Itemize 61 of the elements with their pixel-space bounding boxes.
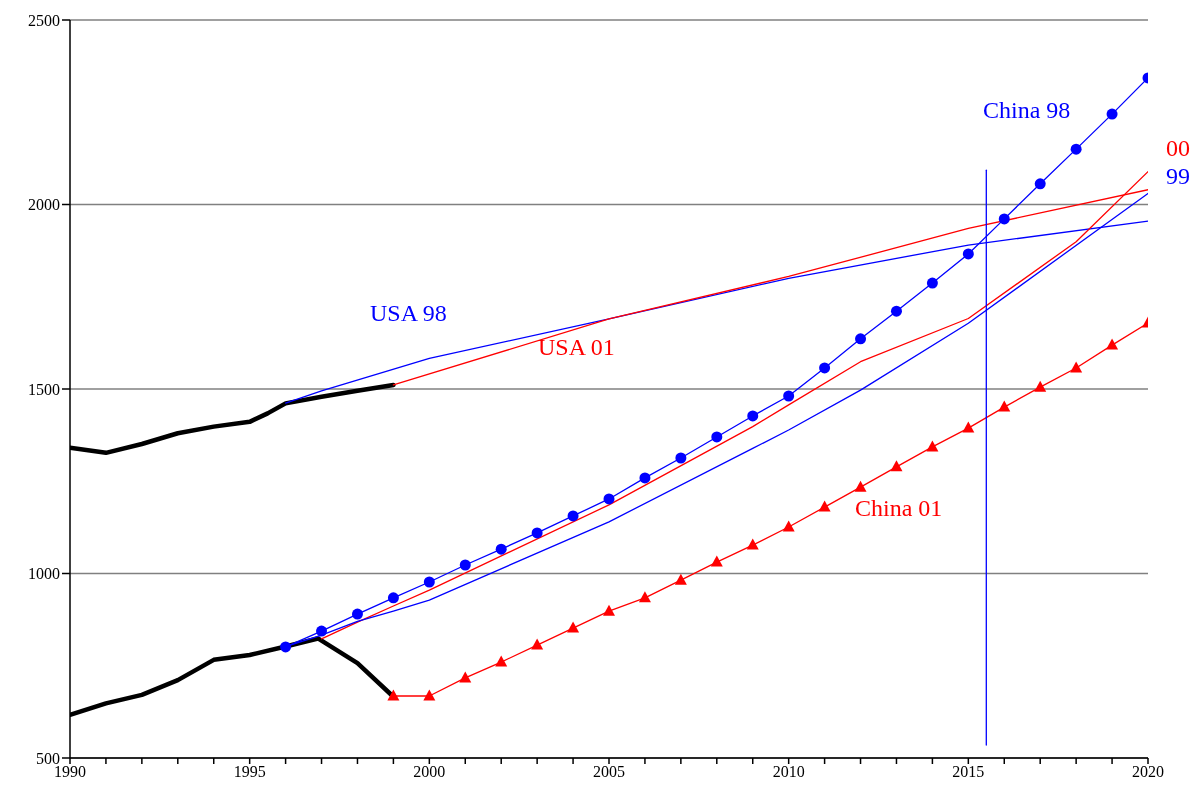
point	[531, 527, 543, 539]
point	[567, 510, 579, 522]
x-tick-label: 2000	[413, 763, 446, 781]
point	[495, 543, 507, 555]
point	[531, 638, 544, 650]
point	[711, 431, 723, 443]
series-label: 99	[1166, 163, 1190, 189]
series-label: China 01	[855, 495, 943, 521]
point	[1070, 361, 1083, 373]
point	[639, 472, 651, 484]
point	[423, 576, 435, 588]
point	[818, 500, 831, 512]
point	[962, 248, 974, 260]
point	[782, 520, 795, 532]
x-tick-label: 2010	[772, 763, 805, 781]
point	[1070, 143, 1082, 155]
point	[495, 655, 508, 667]
point	[459, 559, 471, 571]
point	[1034, 178, 1046, 190]
point	[1106, 108, 1118, 120]
point	[280, 641, 292, 653]
point	[890, 305, 902, 317]
point	[567, 621, 580, 633]
point	[423, 689, 436, 701]
point	[351, 608, 363, 620]
point	[926, 440, 939, 452]
point	[819, 362, 831, 374]
point	[855, 333, 867, 345]
x-tick-label: 2020	[1132, 763, 1164, 781]
point	[1034, 380, 1047, 392]
point	[1106, 338, 1119, 350]
point	[710, 555, 723, 567]
y-tick-label: 1500	[28, 380, 60, 398]
y-tick-label: 2000	[28, 196, 60, 214]
y-tick-label: 1000	[28, 565, 60, 583]
series-label: USA 01	[538, 334, 615, 360]
point	[674, 573, 687, 585]
point	[747, 410, 759, 422]
point	[387, 592, 399, 604]
point	[387, 689, 400, 701]
point	[746, 538, 759, 550]
series-label: China 98	[983, 97, 1071, 123]
point	[675, 452, 687, 464]
x-tick-label: 1995	[233, 763, 266, 781]
point	[603, 493, 615, 505]
x-tick-label: 2005	[593, 763, 625, 781]
series-label: 00	[1166, 135, 1190, 161]
point	[962, 421, 975, 433]
point	[890, 460, 903, 472]
point	[998, 213, 1010, 225]
x-tick-label: 2015	[952, 763, 985, 781]
y-tick-label: 2500	[28, 11, 60, 29]
point	[926, 277, 938, 289]
point	[603, 604, 615, 616]
point	[854, 480, 867, 492]
point	[316, 625, 328, 637]
point	[459, 671, 472, 683]
point	[638, 591, 651, 603]
series-label: USA 98	[370, 300, 447, 326]
point	[783, 390, 795, 402]
point	[998, 400, 1011, 412]
